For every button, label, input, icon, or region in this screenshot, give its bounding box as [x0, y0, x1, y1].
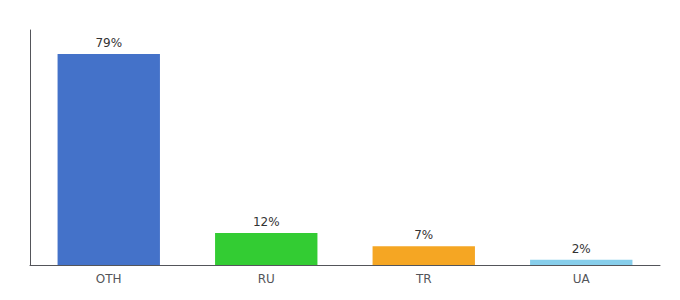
svg-text:TR: TR	[415, 272, 432, 286]
svg-text:12%: 12%	[253, 215, 280, 229]
svg-text:79%: 79%	[95, 36, 122, 50]
svg-text:RU: RU	[258, 272, 275, 286]
svg-text:UA: UA	[573, 272, 591, 286]
svg-text:2%: 2%	[572, 242, 591, 256]
svg-text:7%: 7%	[414, 228, 433, 242]
svg-text:OTH: OTH	[96, 272, 122, 286]
